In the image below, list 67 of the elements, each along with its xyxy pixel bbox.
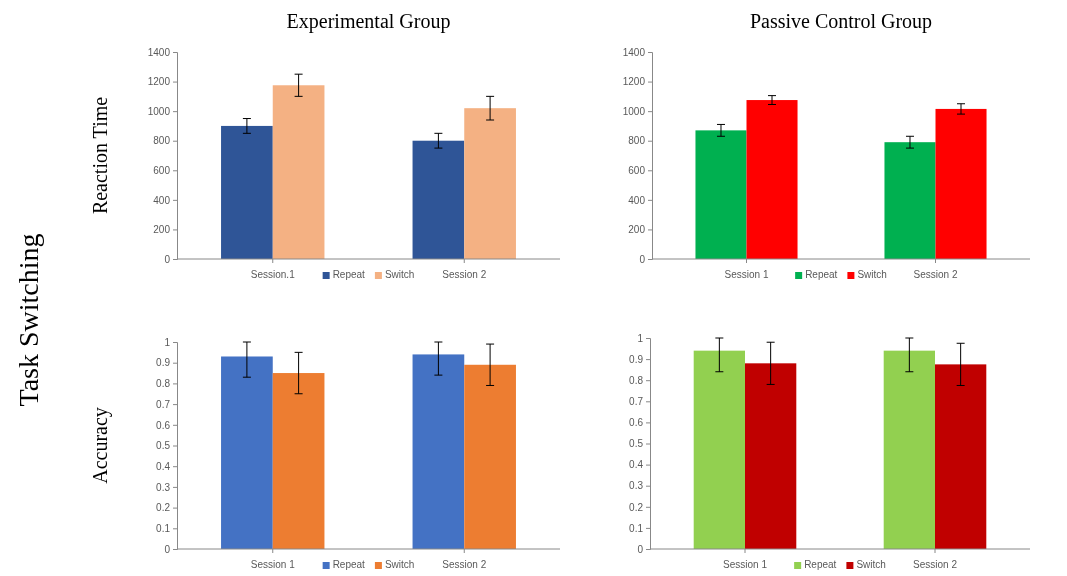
y-tick-label: 0 bbox=[164, 543, 171, 555]
y-tick-label: 0.7 bbox=[156, 398, 171, 410]
y-tick-label: 0.2 bbox=[156, 502, 171, 514]
y-tick-label: 0.9 bbox=[629, 353, 644, 365]
bar bbox=[935, 108, 987, 259]
bar bbox=[695, 130, 747, 259]
y-tick-label: 800 bbox=[153, 135, 171, 147]
y-tick-label: 600 bbox=[153, 164, 171, 176]
legend-label: Switch bbox=[857, 269, 887, 280]
y-tick-label: 0.1 bbox=[156, 523, 171, 534]
y-tick-label: 400 bbox=[153, 194, 171, 206]
y-tick-label: 0.5 bbox=[156, 440, 171, 452]
bar bbox=[746, 100, 798, 259]
y-tick-label: 0.4 bbox=[629, 459, 644, 471]
y-tick-label: 1 bbox=[164, 336, 171, 348]
y-tick-label: 1000 bbox=[622, 105, 646, 117]
y-tick-label: 0.2 bbox=[629, 501, 644, 513]
legend-label: Switch bbox=[384, 269, 415, 280]
y-tick-label: 0.3 bbox=[629, 480, 644, 492]
y-tick-label: 0.1 bbox=[629, 522, 644, 534]
y-axis-title: Reaction Time bbox=[89, 96, 111, 215]
chart-title: Passive Control Group bbox=[749, 10, 933, 33]
bar bbox=[412, 140, 465, 259]
y-tick-label: 200 bbox=[628, 224, 646, 236]
legend-label: Repeat bbox=[804, 559, 837, 570]
y-tick-label: 1400 bbox=[622, 46, 646, 58]
y-tick-label: 0.8 bbox=[156, 378, 171, 390]
y-tick-label: 0.9 bbox=[156, 357, 171, 369]
y-tick-label: 0.8 bbox=[629, 374, 644, 386]
x-tick-label: Session 1 bbox=[723, 559, 768, 570]
bar bbox=[884, 142, 936, 259]
y-tick-label: 1200 bbox=[622, 76, 646, 88]
y-tick-label: 0 bbox=[637, 543, 644, 555]
x-tick-label: Session 1 bbox=[250, 559, 296, 570]
legend-label: Switch bbox=[384, 559, 415, 570]
y-tick-label: 800 bbox=[628, 135, 646, 147]
bar bbox=[272, 85, 325, 259]
y-tick-label: 600 bbox=[628, 164, 646, 176]
y-tick-label: 0 bbox=[164, 253, 171, 265]
bar bbox=[464, 108, 516, 259]
y-tick-label: 1000 bbox=[147, 105, 171, 117]
text: Task Switching bbox=[13, 233, 44, 407]
y-tick-label: 0.7 bbox=[629, 396, 644, 407]
legend-label: Repeat bbox=[332, 269, 366, 280]
y-tick-label: 0.3 bbox=[156, 481, 171, 493]
x-tick-label: Session 2 bbox=[913, 269, 958, 280]
bar bbox=[221, 125, 273, 259]
y-tick-label: 200 bbox=[153, 224, 171, 236]
legend-label: Repeat bbox=[332, 559, 366, 570]
y-tick-label: 1 bbox=[637, 332, 644, 344]
x-tick-label: Session 1 bbox=[724, 269, 769, 280]
x-tick-label: Session 2 bbox=[913, 559, 958, 570]
y-tick-label: 0.5 bbox=[629, 438, 644, 450]
y-tick-label: 0 bbox=[639, 253, 646, 265]
legend-label: Repeat bbox=[805, 269, 838, 280]
y-axis-title: Accuracy bbox=[89, 407, 112, 484]
y-tick-label: 0.6 bbox=[156, 419, 171, 431]
x-tick-label: Session 2 bbox=[442, 559, 487, 570]
y-tick-label: 0.4 bbox=[156, 460, 171, 472]
legend-label: Switch bbox=[856, 559, 886, 570]
y-tick-label: 1400 bbox=[147, 46, 171, 58]
y-tick-label: 400 bbox=[628, 194, 646, 206]
x-tick-label: Session 2 bbox=[442, 269, 487, 280]
chart-title: Experimental Group bbox=[286, 10, 451, 33]
x-tick-label: Session.1 bbox=[250, 269, 296, 280]
y-tick-label: 0.6 bbox=[629, 417, 644, 429]
y-tick-label: 1200 bbox=[147, 76, 171, 88]
